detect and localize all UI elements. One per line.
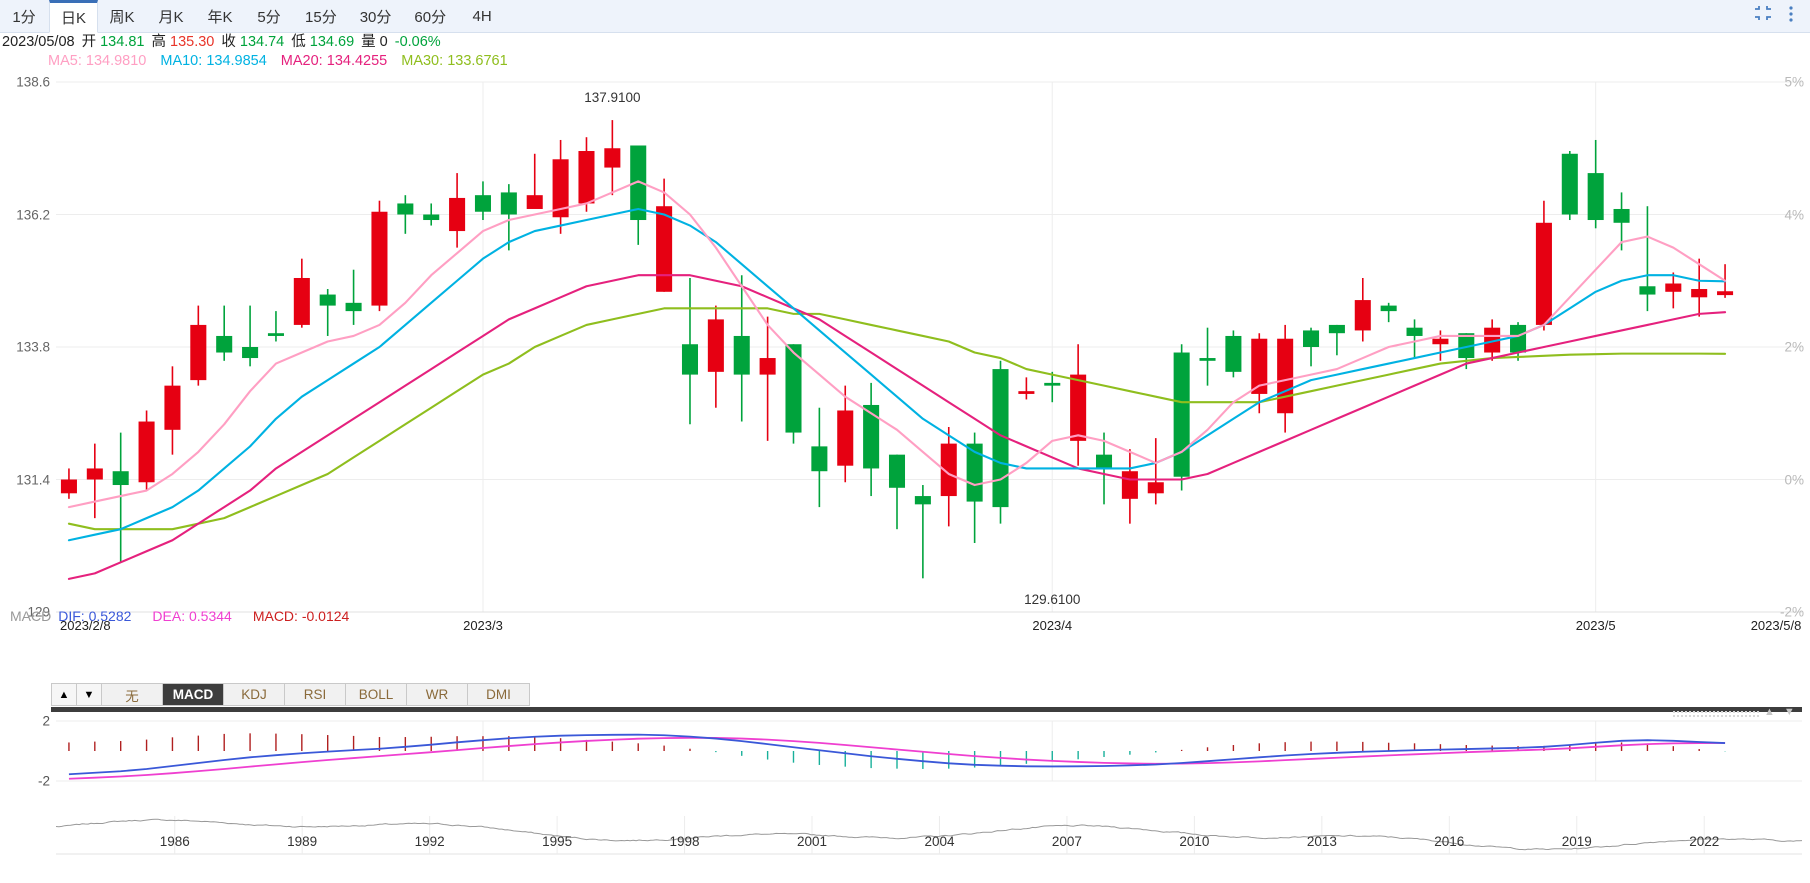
zoom-stepper[interactable]: ▲▼: [1764, 706, 1804, 718]
tab-9[interactable]: 4H: [472, 7, 492, 25]
ma30-value: 133.6761: [447, 53, 508, 69]
low-label: 低: [291, 34, 306, 50]
navigator-year-label: 1992: [414, 834, 445, 849]
navigator-year-label: 2010: [1179, 834, 1210, 849]
x-axis-label: 2023/5: [1575, 618, 1616, 633]
y-axis-label-left: 131.4: [16, 472, 50, 487]
x-axis-label: 2023/2/8: [60, 618, 111, 633]
volume-value: 0: [379, 34, 388, 50]
y-axis-label-right: 0%: [1784, 472, 1804, 487]
price-annotation-low: 129.6100: [1024, 592, 1081, 608]
macd-chart: 2 -2: [0, 713, 1810, 789]
navigator-year-label: 2016: [1434, 834, 1465, 849]
macd-y-label: -2: [37, 773, 50, 789]
tab-6[interactable]: 15分: [305, 8, 337, 26]
price-annotation-high: 137.9100: [584, 90, 641, 106]
ma20-label: MA20:: [280, 53, 323, 69]
volume-label: 量: [361, 34, 376, 50]
scroll-down-button[interactable]: ▼: [77, 684, 102, 705]
close-value: 134.74: [239, 34, 285, 50]
collapse-icon[interactable]: [1754, 5, 1772, 28]
indicator-button-macd[interactable]: MACD: [163, 684, 224, 705]
ma10-value: 134.9854: [206, 53, 267, 69]
scroll-up-button[interactable]: ▲: [52, 684, 77, 705]
change-percent: -0.06%: [394, 34, 441, 50]
navigator-year-label: 1998: [669, 834, 700, 849]
tab-5[interactable]: 5分: [257, 8, 281, 26]
high-value: 135.30: [170, 34, 215, 50]
quote-header: 2023/05/08 开 134.81 高 135.30 收 134.74 低 134.…: [0, 33, 1810, 71]
navigator-year-label: 2007: [1051, 834, 1082, 849]
navigator-year-label: 1986: [159, 834, 190, 849]
tab-8[interactable]: 60分: [414, 8, 447, 26]
indicator-toolbar: ▲ ▼ 无 MACD KDJ RSI BOLL WR DMI: [51, 683, 530, 706]
y-axis-label-left: 138.6: [16, 74, 50, 90]
low-value: 134.69: [309, 34, 355, 50]
macd-indicator-name: MACD: [10, 608, 52, 624]
indicator-button-无[interactable]: 无: [102, 684, 163, 705]
quote-ohlc-line: 2023/05/08 开 134.81 高 135.30 收 134.74 低 134.…: [0, 33, 1810, 52]
ma10-label: MA10:: [160, 53, 203, 69]
dea-value: 0.5344: [188, 608, 232, 624]
y-axis-label-left: 133.8: [16, 339, 50, 355]
range-navigator-chart[interactable]: 1986 1989 1992 1995 1998 2001 2004 2007 2010 2013…: [56, 814, 1802, 869]
macd-label: MACD:: [252, 608, 298, 624]
ma30-label: MA30:: [401, 53, 444, 69]
indicator-button-rsi[interactable]: RSI: [285, 684, 346, 705]
macd-y-label: 2: [42, 713, 50, 729]
tab-1[interactable]: 日K: [49, 0, 99, 33]
y-axis-label-right: -2%: [1779, 604, 1804, 620]
navigator-year-label: 2013: [1306, 834, 1337, 849]
tabbar-actions: [1754, 0, 1810, 32]
high-label: 高: [151, 34, 166, 50]
indicator-button-dmi[interactable]: DMI: [468, 684, 529, 705]
navigator-year-label: 2004: [924, 834, 955, 849]
dea-label: DEA:: [152, 608, 186, 624]
navigator-year-label: 2001: [796, 834, 828, 849]
x-axis-label: 2023/4: [1032, 618, 1073, 633]
ma20-value: 134.4255: [326, 53, 388, 69]
navigator-year-label: 2022: [1689, 834, 1720, 849]
y-axis-label-left: 136.2: [16, 207, 50, 222]
scroll-dots-strip[interactable]: [1672, 710, 1760, 719]
tab-0[interactable]: 1分: [12, 8, 36, 26]
navigator-year-label: 2019: [1561, 834, 1592, 849]
navigator-year-label: 1995: [542, 834, 573, 849]
tab-7[interactable]: 30分: [359, 8, 392, 26]
quote-ma-line: MA5: 134.9810 MA10: 134.9854 MA20: 134.425…: [0, 52, 1810, 71]
more-vertical-icon[interactable]: [1788, 5, 1794, 28]
macd-header: MACD DIF: 0.5282 DEA: 0.5344 MACD: -0.0124: [0, 608, 349, 624]
x-axis-label: 2023/5/8: [1750, 618, 1802, 633]
y-axis-label-right: 2%: [1784, 339, 1804, 355]
macd-value: -0.0124: [301, 608, 350, 624]
tab-4[interactable]: 年K: [207, 8, 233, 26]
navigator-year-label: 1989: [287, 834, 318, 849]
open-label: 开: [81, 34, 97, 50]
y-axis-label-right: 4%: [1784, 207, 1804, 222]
y-axis-label-right: 5%: [1784, 74, 1804, 90]
dif-label: DIF:: [58, 608, 85, 624]
y-axis-label-left: 129: [27, 604, 50, 620]
tab-3[interactable]: 月K: [158, 8, 184, 26]
ma5-label: MA5:: [48, 53, 82, 69]
dif-value: 0.5282: [88, 608, 132, 624]
ma5-value: 134.9810: [85, 53, 147, 69]
open-value: 134.81: [100, 34, 145, 50]
range-slider-track[interactable]: [51, 707, 1802, 712]
price-chart[interactable]: 138.6 136.2 133.8 131.4 129 5% 4% 2% 0% -2% 137.91…: [0, 72, 1810, 634]
quote-date: 2023/05/08: [2, 34, 75, 50]
tab-2[interactable]: 周K: [109, 8, 135, 26]
close-label: 收: [221, 34, 236, 50]
indicator-button-kdj[interactable]: KDJ: [224, 684, 285, 705]
indicator-button-wr[interactable]: WR: [407, 684, 468, 705]
indicator-button-boll[interactable]: BOLL: [346, 684, 407, 705]
timeframe-tabbar: 1分 日K 周K 月K 年K 5分 15分 30分 60分 4H: [0, 0, 1810, 33]
x-axis-label: 2023/3: [463, 618, 503, 633]
